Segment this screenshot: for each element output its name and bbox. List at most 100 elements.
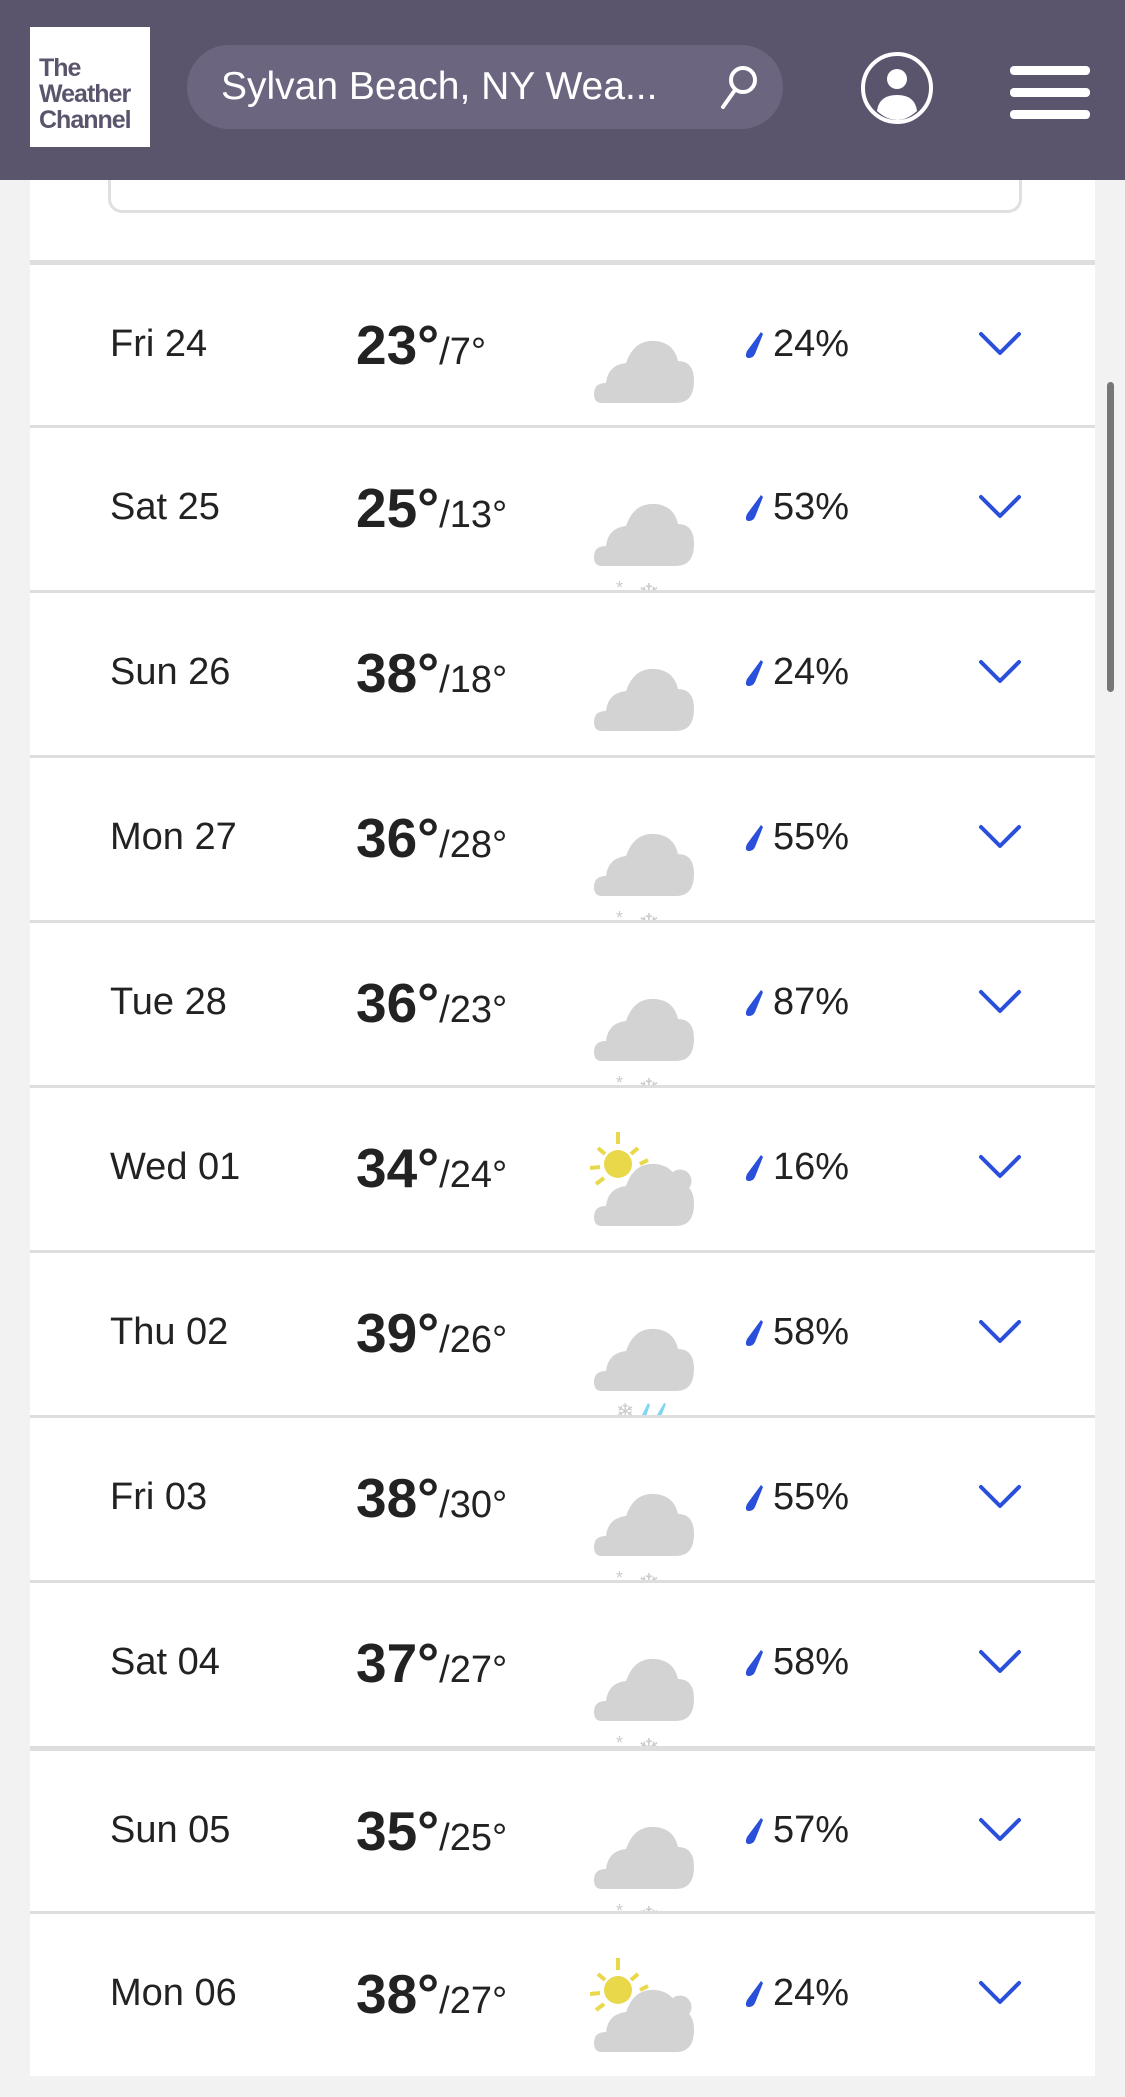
cloudy-icon — [594, 668, 694, 731]
chevron-down-icon[interactable] — [978, 1816, 1022, 1844]
precip-chance: 55% — [745, 1476, 849, 1519]
logo-line: The — [39, 54, 81, 82]
chevron-down-icon[interactable] — [978, 1979, 1022, 2007]
top-header: The Weather Channel Sylvan Beach, NY Wea… — [0, 0, 1125, 180]
svg-text:*: * — [616, 1568, 623, 1588]
svg-text:*: * — [616, 1733, 623, 1753]
precip-value: 55% — [773, 1476, 850, 1518]
precip-chance: 24% — [745, 323, 849, 366]
low-temp: /25° — [439, 1817, 508, 1859]
precip-value: 58% — [773, 1311, 850, 1353]
chevron-down-icon[interactable] — [978, 1648, 1022, 1676]
precip-value: 57% — [773, 1809, 850, 1851]
forecast-row[interactable]: Tue 28 36°/23° *❄ 87% — [30, 920, 1095, 1103]
high-temp: 25° — [356, 477, 440, 539]
day-date: Mon 27 — [110, 816, 237, 858]
forecast-row[interactable]: Fri 03 38°/30° *❄ 55% — [30, 1415, 1095, 1598]
day-date: Sat 25 — [110, 486, 220, 528]
temperatures: 36°/28° — [356, 806, 507, 870]
scrollbar[interactable] — [1107, 382, 1114, 692]
chevron-down-icon[interactable] — [978, 1318, 1022, 1346]
temperatures: 35°/25° — [356, 1799, 507, 1863]
logo-line: Weather — [39, 80, 131, 108]
precip-value: 24% — [773, 651, 850, 693]
raindrop-icon — [745, 1650, 763, 1676]
low-temp: /18° — [439, 659, 508, 701]
temperatures: 36°/23° — [356, 971, 507, 1035]
forecast-row[interactable]: Sat 04 37°/27° *❄ 58% — [30, 1580, 1095, 1763]
forecast-row[interactable]: Mon 27 36°/28° *❄ 55% — [30, 755, 1095, 938]
forecast-row[interactable]: Sat 25 25°/13° *❄ 53% — [30, 425, 1095, 608]
search-icon[interactable] — [715, 63, 761, 111]
chevron-down-icon[interactable] — [978, 493, 1022, 521]
account-icon[interactable] — [860, 51, 934, 125]
forecast-row[interactable]: Sun 05 35°/25° *❄ 57% — [30, 1746, 1095, 1931]
raindrop-icon — [745, 660, 763, 686]
chevron-down-icon[interactable] — [978, 658, 1022, 686]
forecast-row[interactable]: Wed 01 34°/24° 16% — [30, 1085, 1095, 1250]
temperatures: 25°/13° — [356, 476, 507, 540]
precip-value: 55% — [773, 816, 850, 858]
raindrop-icon — [745, 1155, 763, 1181]
precip-value: 87% — [773, 981, 850, 1023]
chevron-down-icon[interactable] — [978, 330, 1022, 358]
low-temp: /28° — [439, 824, 508, 866]
precip-chance: 58% — [745, 1311, 849, 1354]
low-temp: /13° — [439, 494, 508, 536]
partly-cloudy-icon — [590, 1132, 695, 1226]
high-temp: 38° — [356, 642, 440, 704]
precip-chance: 57% — [745, 1809, 849, 1852]
precip-chance: 24% — [745, 651, 849, 694]
temperatures: 38°/30° — [356, 1466, 507, 1530]
precip-chance: 58% — [745, 1641, 849, 1684]
temperatures: 23°/7° — [356, 313, 486, 377]
raindrop-icon — [745, 1981, 763, 2007]
day-date: Tue 28 — [110, 981, 227, 1023]
day-date: Thu 02 — [110, 1311, 229, 1353]
raindrop-icon — [745, 1818, 763, 1844]
chevron-down-icon[interactable] — [978, 1483, 1022, 1511]
raindrop-icon — [745, 495, 763, 521]
temperatures: 37°/27° — [356, 1631, 507, 1695]
precip-chance: 16% — [745, 1146, 849, 1189]
temperatures: 34°/24° — [356, 1136, 507, 1200]
chevron-down-icon[interactable] — [978, 988, 1022, 1016]
chevron-down-icon[interactable] — [978, 1153, 1022, 1181]
precip-value: 58% — [773, 1641, 850, 1683]
low-temp: /30° — [439, 1484, 508, 1526]
weather-channel-logo[interactable]: The Weather Channel — [30, 27, 150, 147]
day-date: Sun 26 — [110, 651, 231, 693]
day-date: Fri 03 — [110, 1476, 208, 1518]
raindrop-icon — [745, 990, 763, 1016]
precip-value: 24% — [773, 1972, 850, 2014]
high-temp: 23° — [356, 314, 440, 376]
search-input[interactable]: Sylvan Beach, NY Wea... — [187, 45, 783, 129]
day-date: Wed 01 — [110, 1146, 241, 1188]
precip-value: 53% — [773, 486, 850, 528]
partly-cloudy-icon — [590, 1958, 695, 2052]
cloudy-icon — [594, 340, 694, 403]
forecast-row[interactable]: Fri 24 23°/7° 24% — [30, 260, 1095, 427]
precip-value: 16% — [773, 1146, 850, 1188]
low-temp: /24° — [439, 1154, 508, 1196]
temperatures: 39°/26° — [356, 1301, 507, 1365]
forecast-row[interactable]: Mon 06 38°/27° 24% — [30, 1911, 1095, 2076]
forecast-row[interactable]: Thu 02 39°/26° ❄ 58% — [30, 1250, 1095, 1433]
high-temp: 38° — [356, 1467, 440, 1529]
raindrop-icon — [745, 825, 763, 851]
search-value: Sylvan Beach, NY Wea... — [221, 65, 658, 108]
svg-text:*: * — [616, 578, 623, 598]
raindrop-icon — [745, 1320, 763, 1346]
precip-chance: 24% — [745, 1972, 849, 2015]
high-temp: 34° — [356, 1137, 440, 1199]
chevron-down-icon[interactable] — [978, 823, 1022, 851]
day-date: Mon 06 — [110, 1972, 237, 2014]
hamburger-menu-icon[interactable] — [1010, 66, 1090, 132]
temperatures: 38°/18° — [356, 641, 507, 705]
raindrop-icon — [745, 1485, 763, 1511]
forecast-row[interactable]: Sun 26 38°/18° 24% — [30, 590, 1095, 755]
high-temp: 37° — [356, 1632, 440, 1694]
precip-chance: 55% — [745, 816, 849, 859]
low-temp: /27° — [439, 1980, 508, 2022]
logo-line: Channel — [39, 106, 132, 134]
